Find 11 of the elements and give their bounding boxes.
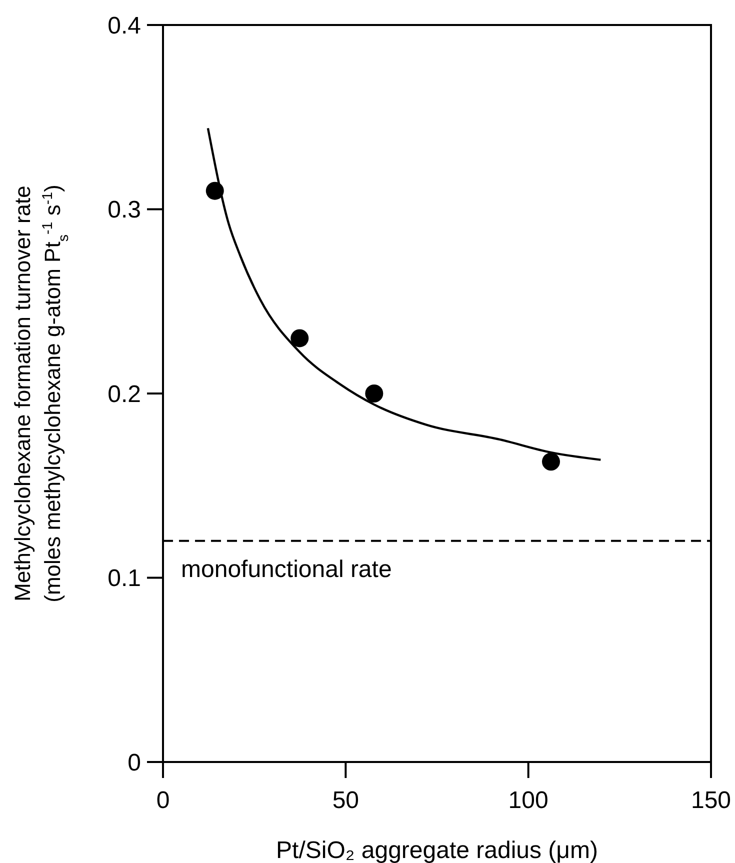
legend-label: monofunctional rate (181, 556, 392, 583)
y-tick-label: 0.3 (108, 196, 141, 224)
y-tick-label: 0 (128, 749, 141, 776)
y-tick-label: 0.1 (108, 565, 141, 592)
x-tick-label: 50 (332, 787, 360, 814)
y-tick-label: 0.4 (108, 12, 141, 40)
x-tick-label: 100 (508, 787, 548, 814)
x-tick-label: 0 (156, 787, 170, 814)
x-axis-title: Pt/SiO₂ aggregate radius (μm) (276, 837, 598, 863)
y-tick-label: 0.2 (108, 380, 141, 408)
x-tick-label: 150 (690, 787, 732, 814)
